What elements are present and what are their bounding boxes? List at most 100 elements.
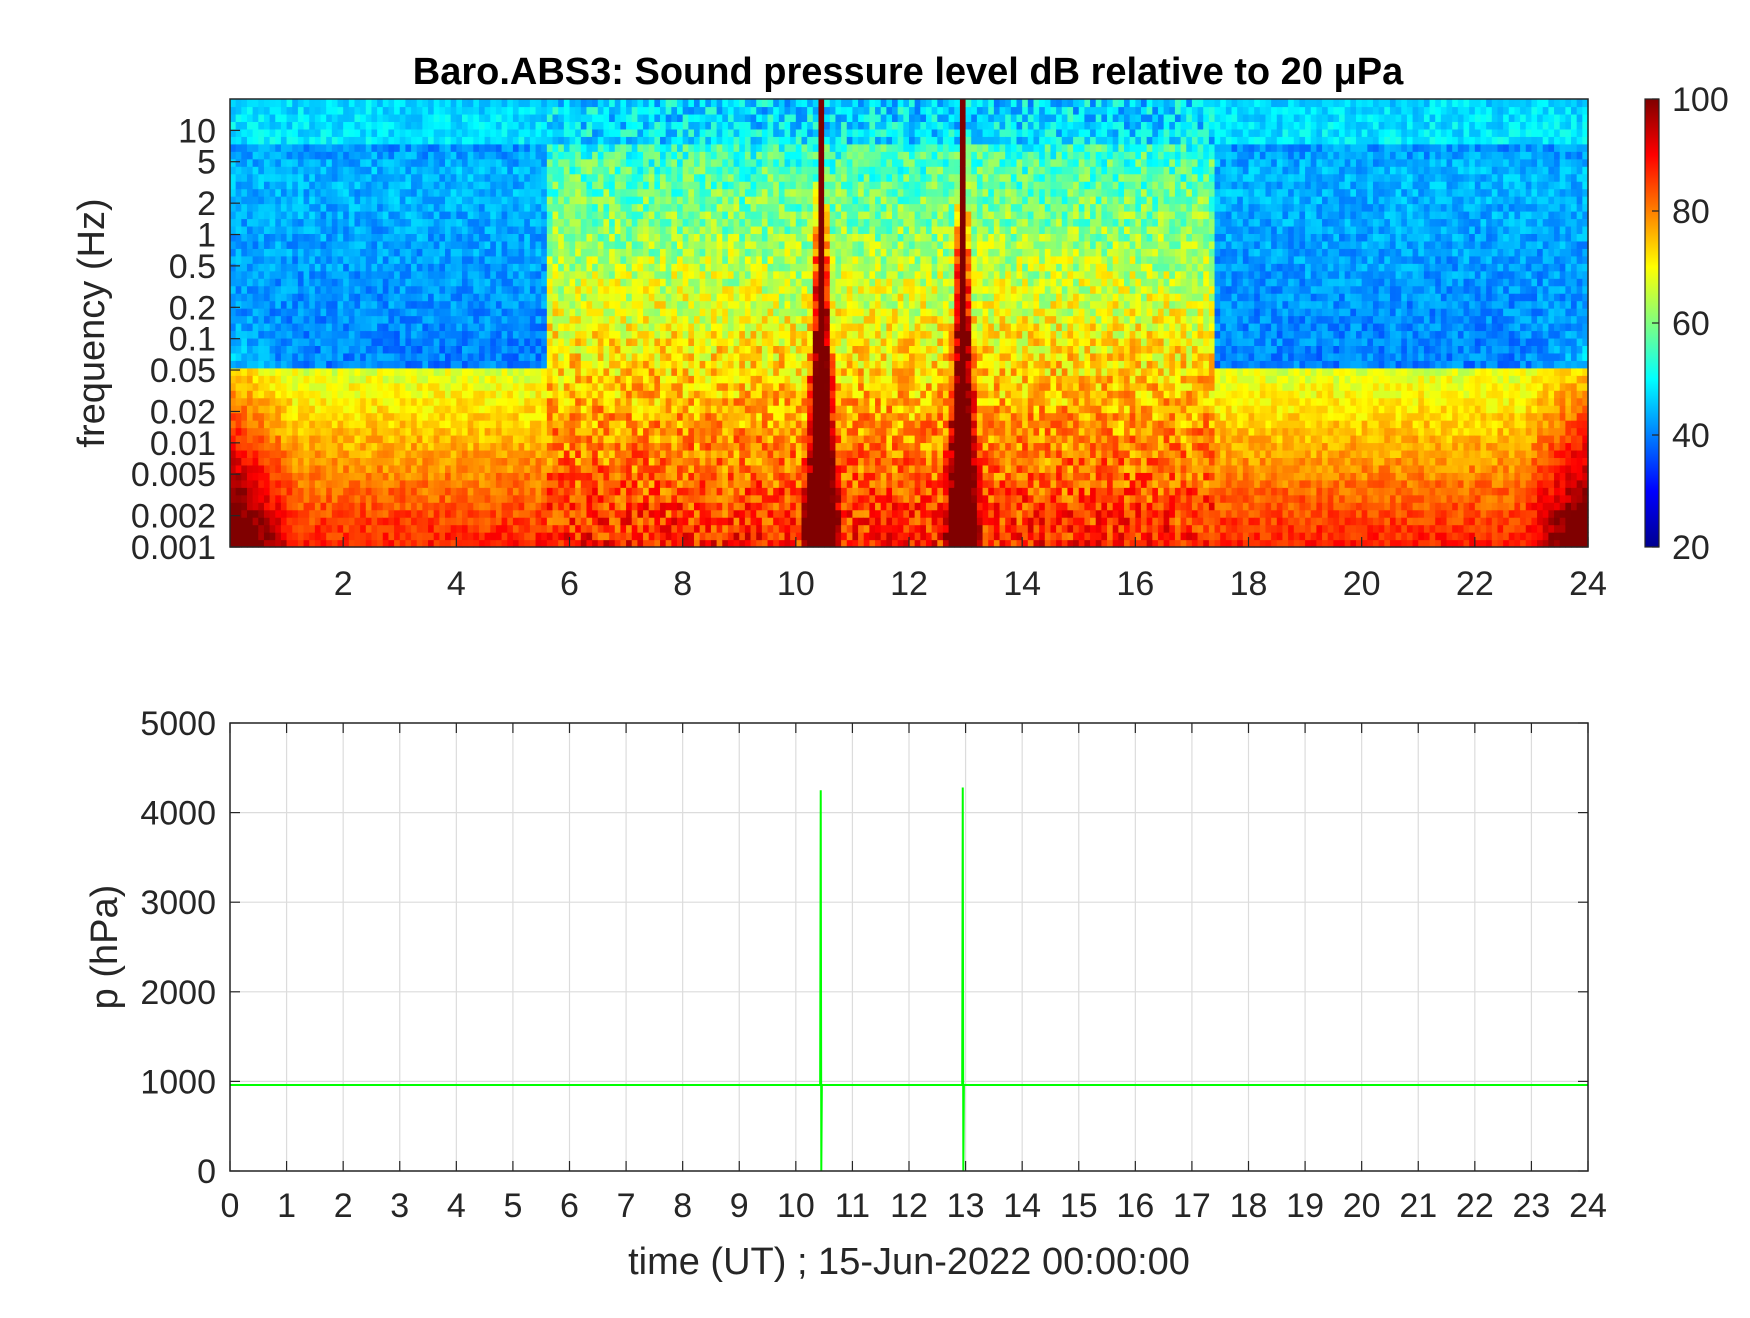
- spectrogram-cell: [292, 136, 299, 145]
- spectrogram-cell: [524, 382, 531, 391]
- spectrogram-cell: [558, 360, 565, 369]
- spectrogram-cell: [252, 345, 259, 354]
- spectrogram-cell: [348, 278, 356, 287]
- spectrogram-cell: [450, 345, 457, 354]
- spectrogram-cell: [677, 166, 684, 175]
- spectrogram-cell: [541, 136, 548, 145]
- spectrogram-cell: [552, 248, 559, 257]
- spectrogram-cell: [405, 255, 412, 264]
- spectrogram-cell: [422, 99, 429, 108]
- spectrogram-cell: [541, 323, 548, 332]
- spectrogram-cell: [541, 315, 548, 324]
- spectrogram-cell: [524, 330, 531, 339]
- spectrogram-cell: [411, 225, 418, 234]
- spectrogram-cell: [643, 293, 650, 302]
- spectrogram-cell: [688, 99, 695, 108]
- spectrogram-cell: [524, 300, 531, 309]
- spectrogram-cell: [416, 218, 423, 227]
- spectrogram-cell: [614, 382, 622, 391]
- spectrogram-cell: [490, 494, 497, 503]
- spectrogram-cell: [303, 203, 310, 212]
- spectrogram-cell: [654, 337, 661, 346]
- spectrogram-cell: [665, 293, 672, 302]
- spectrogram-cell: [688, 233, 695, 242]
- spectrogram-cell: [637, 218, 644, 227]
- spectrogram-cell: [671, 494, 678, 503]
- spectrogram-cell: [411, 382, 418, 391]
- spectrogram-cell: [280, 479, 288, 488]
- spectrogram-cell: [246, 435, 254, 444]
- spectrogram-cell: [643, 427, 650, 436]
- spectrogram-cell: [416, 405, 423, 414]
- spectrogram-cell: [303, 308, 310, 317]
- spectrogram-cell: [320, 449, 327, 458]
- spectrogram-cell: [631, 308, 638, 317]
- spectrogram-cell: [433, 233, 440, 242]
- spectrogram-cell: [535, 532, 542, 541]
- spectrogram-cell: [580, 255, 588, 264]
- spectrogram-cell: [314, 330, 322, 339]
- spectrogram-cell: [286, 113, 293, 122]
- spectrogram-cell: [682, 330, 689, 339]
- spectrogram-cell: [314, 113, 322, 122]
- spectrogram-cell: [626, 330, 633, 339]
- spectrogram-cell: [586, 196, 593, 205]
- spectrogram-cell: [484, 99, 491, 108]
- spectrogram-cell: [258, 352, 265, 361]
- spectrogram-cell: [637, 188, 644, 197]
- spectrogram-cell: [235, 270, 242, 279]
- spectrogram-cell: [309, 382, 316, 391]
- spectrogram-cell: [529, 323, 537, 332]
- spectrogram-cell: [360, 457, 367, 466]
- spectrogram-cell: [693, 517, 701, 526]
- spectrogram-cell: [269, 479, 276, 488]
- spectrogram-cell: [320, 143, 327, 152]
- spectrogram-cell: [360, 337, 367, 346]
- spectrogram-cell: [495, 285, 503, 294]
- spectrogram-cell: [320, 502, 327, 511]
- spectrogram-cell: [654, 494, 661, 503]
- spectrogram-cell: [394, 121, 401, 130]
- spectrogram-cell: [405, 390, 412, 399]
- spectrogram-cell: [303, 442, 310, 451]
- spectrogram-cell: [524, 375, 531, 384]
- spectrogram-cell: [230, 345, 237, 354]
- spectrogram-cell: [643, 106, 650, 115]
- spectrogram-cell: [314, 375, 322, 384]
- spectrogram-cell: [416, 136, 423, 145]
- spectrogram-cell: [575, 457, 582, 466]
- spectrogram-cell: [399, 203, 407, 212]
- spectrogram-cell: [388, 99, 395, 108]
- spectrogram-cell: [422, 293, 429, 302]
- spectrogram-cell: [331, 166, 339, 175]
- spectrogram-cell: [637, 263, 644, 272]
- spectrogram-cell: [354, 143, 361, 152]
- spectrogram-cell: [501, 218, 508, 227]
- spectrogram-cell: [303, 524, 310, 533]
- spectrogram-cell: [292, 390, 299, 399]
- spectrogram-cell: [693, 240, 701, 249]
- spectrogram-cell: [286, 517, 293, 526]
- spectrogram-cell: [371, 412, 378, 421]
- spectrogram-cell: [241, 330, 248, 339]
- spectrogram-cell: [620, 487, 627, 496]
- spectrogram-cell: [275, 233, 282, 242]
- spectrogram-cell: [597, 420, 605, 429]
- spectrogram-cell: [399, 532, 407, 541]
- spectrogram-cell: [343, 136, 350, 145]
- spectrogram-cell: [569, 173, 576, 182]
- spectrogram-cell: [433, 151, 440, 160]
- spectrogram-cell: [660, 315, 667, 324]
- spectrogram-cell: [331, 509, 339, 518]
- spectrogram-cell: [603, 427, 610, 436]
- spectrogram-cell: [314, 442, 322, 451]
- spectrogram-cell: [263, 240, 271, 249]
- spectrogram-cell: [411, 263, 418, 272]
- spectrogram-cell: [665, 233, 672, 242]
- spectrogram-cell: [280, 278, 288, 287]
- spectrogram-cell: [535, 136, 542, 145]
- spectrogram-cell: [592, 435, 599, 444]
- spectrogram-cell: [450, 337, 457, 346]
- spectrogram-cell: [467, 225, 474, 234]
- spectrogram-cell: [428, 524, 435, 533]
